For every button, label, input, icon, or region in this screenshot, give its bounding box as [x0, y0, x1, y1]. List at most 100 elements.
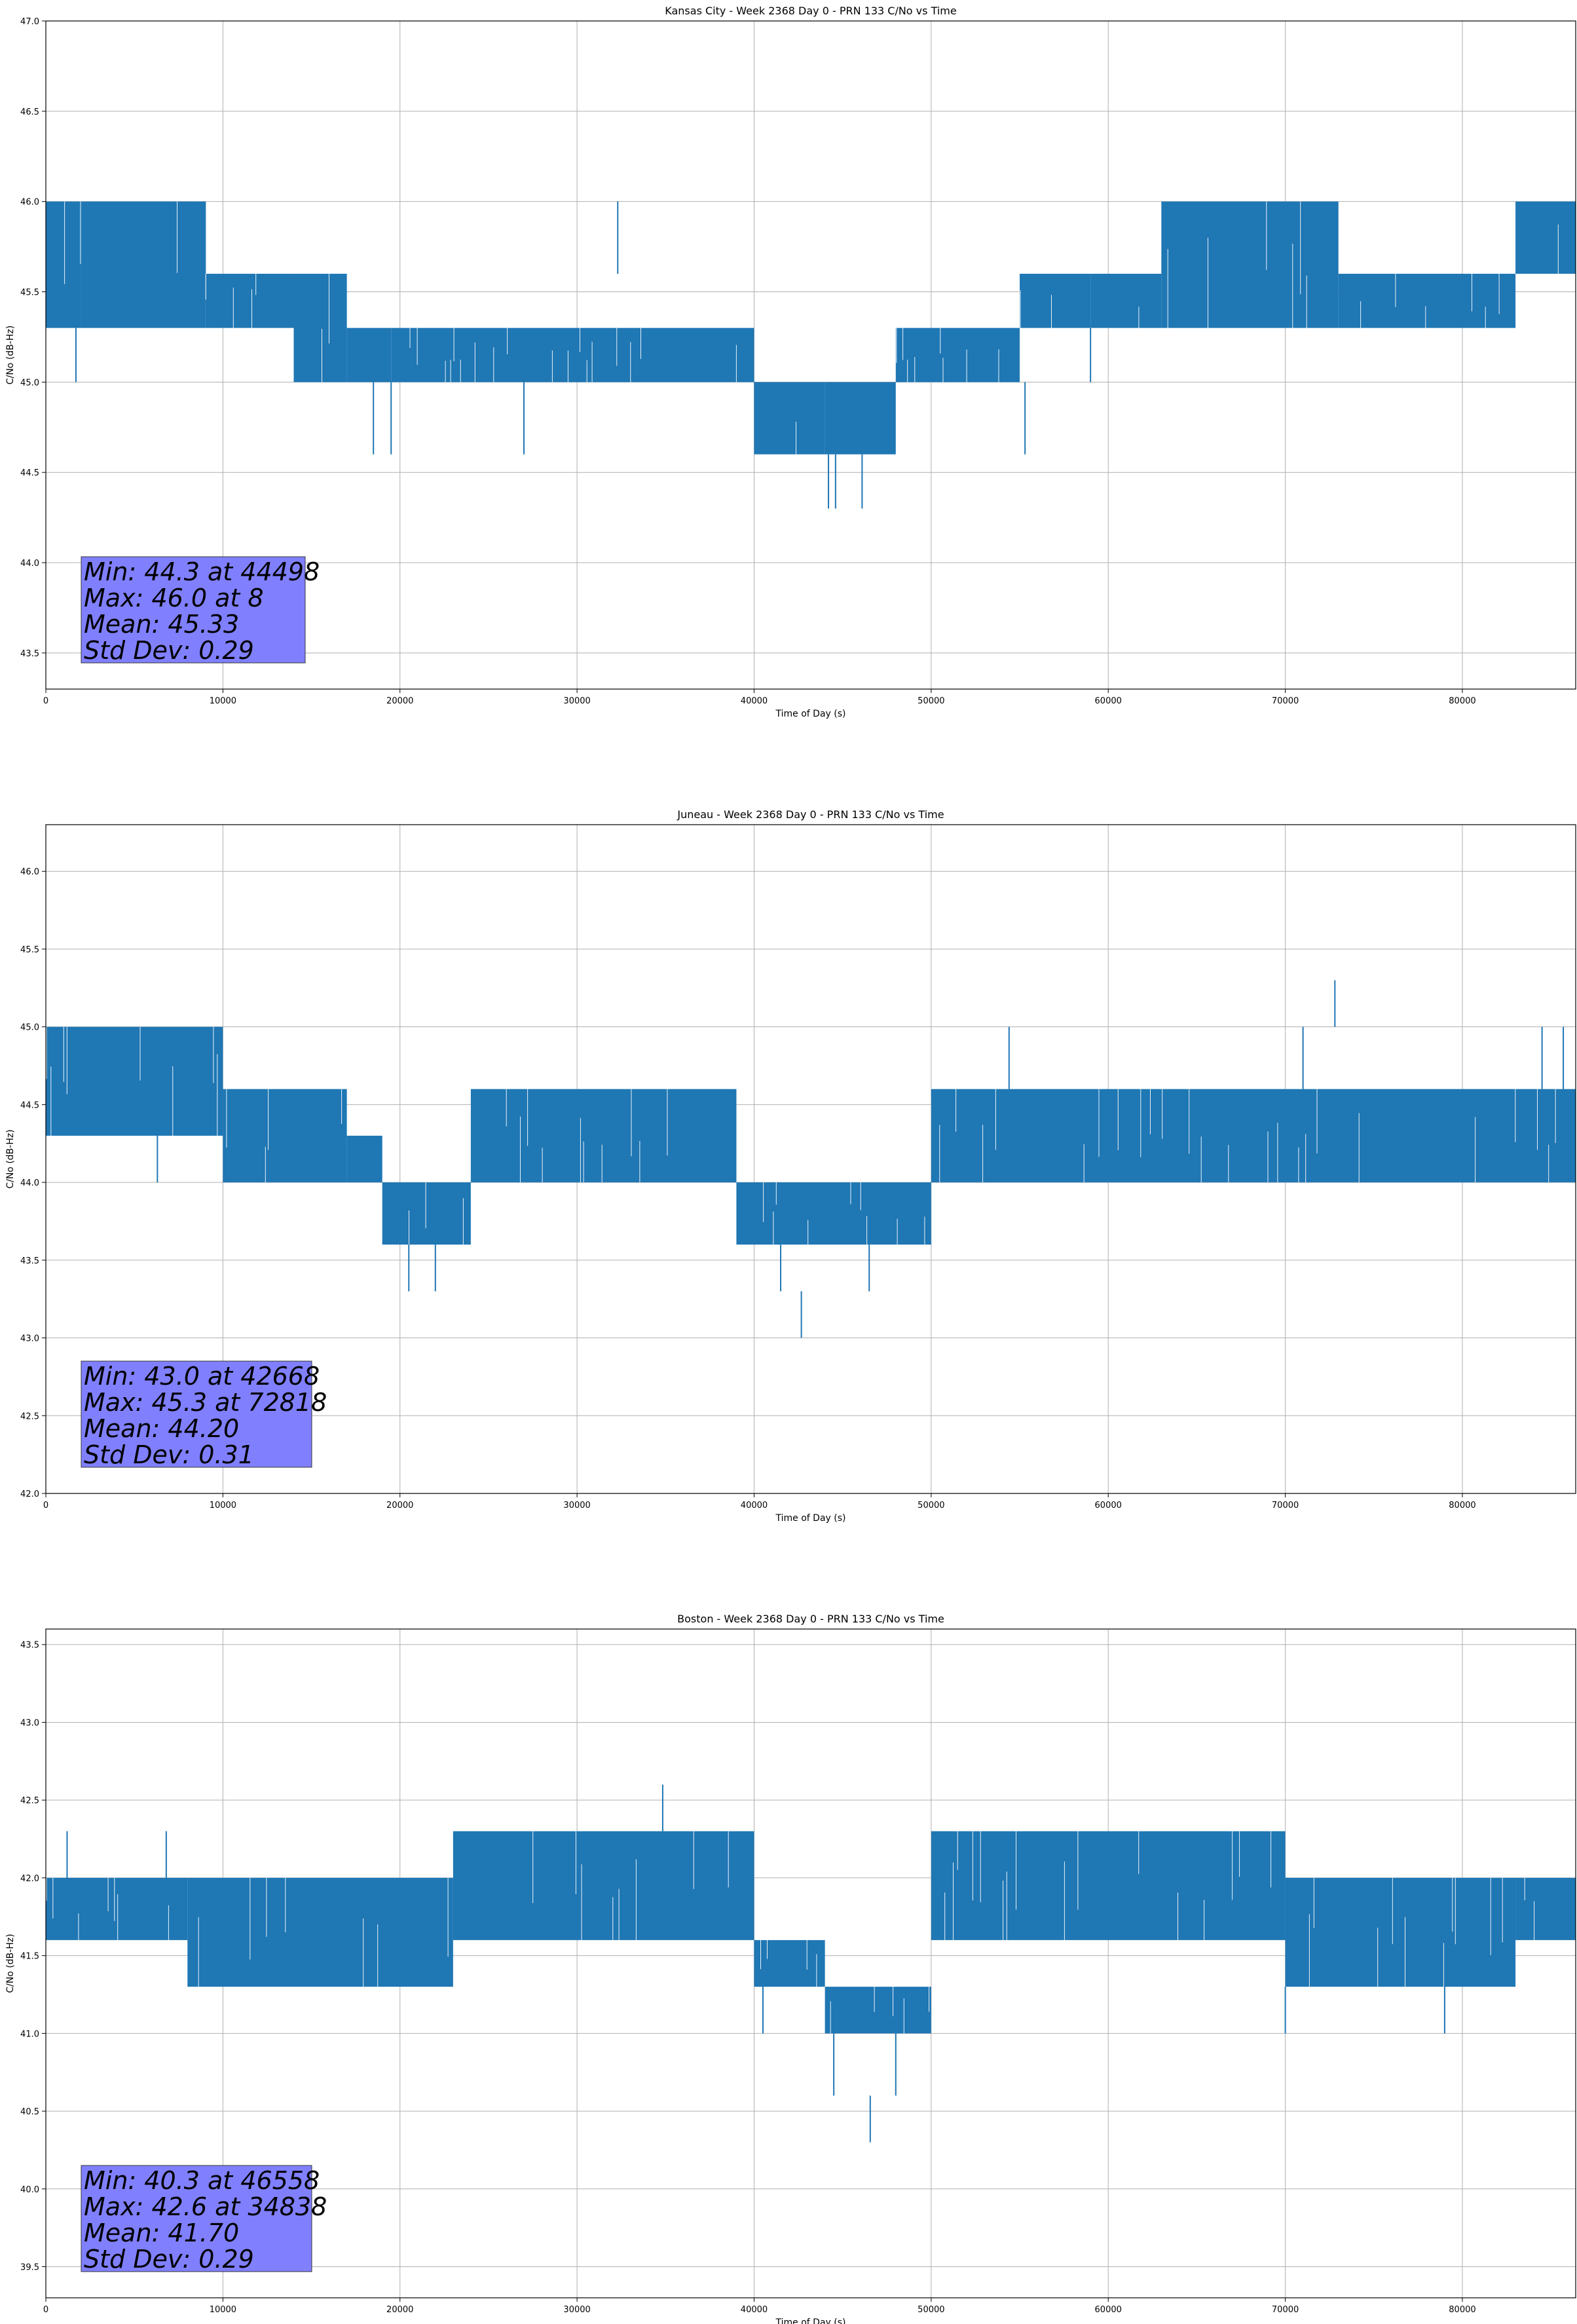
chart-0: Kansas City - Week 2368 Day 0 - PRN 133 …	[5, 5, 1576, 719]
x-tick-label: 0	[43, 2305, 48, 2315]
axes-frame	[45, 1628, 1576, 2298]
y-tick-label: 43.5	[20, 1256, 39, 1266]
series-texture	[532, 1831, 729, 1940]
y-tick-label: 40.5	[20, 2107, 39, 2117]
series-band	[346, 328, 392, 383]
series-texture	[1167, 201, 1307, 328]
x-tick-label: 80000	[1449, 2305, 1475, 2315]
x-tick-label: 50000	[918, 696, 944, 706]
x-tick-label: 20000	[386, 1501, 413, 1510]
series-texture	[46, 1026, 218, 1136]
y-axis-label: C/No (dB-Hz)	[5, 1934, 16, 1993]
series-texture	[205, 273, 257, 328]
series-texture	[322, 273, 329, 383]
y-tick-label: 44.5	[20, 1100, 39, 1110]
series-band	[187, 1877, 453, 1987]
series-texture	[46, 1877, 169, 1940]
stats-line: Max: 46.0 at 8	[84, 584, 264, 612]
series-band	[46, 1877, 188, 1940]
x-tick-label: 30000	[563, 2305, 590, 2315]
stats-line: Min: 44.3 at 44498	[84, 557, 320, 586]
y-tick-label: 46.0	[20, 198, 39, 208]
series-line	[46, 201, 1576, 509]
y-tick-label: 40.0	[20, 2185, 39, 2195]
y-tick-label: 43.0	[20, 1718, 39, 1728]
series-texture	[1308, 1877, 1503, 1987]
y-tick-label: 45.5	[20, 945, 39, 955]
series-band	[754, 382, 825, 455]
y-tick-label: 42.5	[20, 1796, 39, 1806]
series-texture	[1360, 273, 1500, 328]
series-texture	[226, 1089, 343, 1183]
series-band	[470, 1089, 737, 1183]
chart-1: Juneau - Week 2368 Day 0 - PRN 133 C/No …	[5, 808, 1576, 1524]
stats-line: Min: 40.3 at 46558	[84, 2166, 320, 2195]
series-texture	[1524, 1877, 1535, 1940]
stats-line: Max: 45.3 at 72818	[84, 1388, 327, 1417]
stats-line: Mean: 44.20	[84, 1414, 239, 1443]
y-tick-label: 44.0	[20, 1178, 39, 1188]
x-tick-label: 10000	[210, 696, 236, 706]
series-band	[1161, 201, 1339, 328]
series-band	[1020, 273, 1091, 328]
y-tick-label: 44.5	[20, 468, 39, 478]
x-tick-label: 80000	[1449, 696, 1475, 706]
series-band	[1515, 1877, 1576, 1940]
y-tick-label: 45.5	[20, 288, 39, 298]
x-tick-label: 40000	[741, 696, 768, 706]
series-texture	[939, 1089, 1556, 1183]
x-tick-label: 0	[43, 1501, 48, 1510]
x-axis-label: Time of Day (s)	[775, 1513, 846, 1524]
x-tick-label: 0	[43, 696, 48, 706]
x-tick-label: 10000	[210, 2305, 236, 2315]
y-tick-label: 45.0	[20, 378, 39, 388]
y-tick-label: 42.5	[20, 1412, 39, 1421]
series-band	[391, 328, 754, 383]
x-tick-label: 20000	[386, 2305, 413, 2315]
series-band	[1515, 201, 1576, 274]
series-band	[1338, 273, 1516, 328]
x-tick-label: 70000	[1272, 1501, 1299, 1510]
stats-box	[81, 1360, 312, 1468]
series-band	[754, 1940, 825, 1987]
series-texture	[64, 201, 81, 284]
series-line	[46, 980, 1576, 1338]
stats-line: Min: 43.0 at 42668	[84, 1362, 320, 1391]
y-tick-label: 43.0	[20, 1334, 39, 1344]
y-tick-label: 41.5	[20, 1952, 39, 1962]
series-band	[382, 1182, 471, 1245]
x-tick-label: 20000	[386, 696, 413, 706]
series-band	[46, 201, 82, 328]
y-tick-label: 44.0	[20, 559, 39, 569]
y-tick-label: 43.5	[20, 649, 39, 659]
series-texture	[506, 1089, 668, 1183]
x-tick-label: 30000	[563, 1501, 590, 1510]
y-tick-label: 45.0	[20, 1023, 39, 1033]
chart-title: Juneau - Week 2368 Day 0 - PRN 133 C/No …	[677, 808, 944, 821]
x-axis-label: Time of Day (s)	[775, 2317, 846, 2324]
y-tick-label: 41.0	[20, 2029, 39, 2039]
series-texture	[760, 1940, 817, 1987]
series-band	[453, 1831, 754, 1940]
series-texture	[1020, 290, 1052, 328]
y-tick-label: 46.0	[20, 867, 39, 877]
y-tick-label: 42.0	[20, 1874, 39, 1884]
x-tick-label: 80000	[1449, 1501, 1475, 1510]
chart-2: Boston - Week 2368 Day 0 - PRN 133 C/No …	[5, 1613, 1576, 2324]
x-tick-label: 40000	[741, 2305, 768, 2315]
axes-frame	[45, 824, 1576, 1494]
stats-box	[81, 2165, 312, 2272]
stats-line: Mean: 41.70	[84, 2219, 239, 2247]
series-texture	[830, 1987, 930, 2034]
x-axis-label: Time of Day (s)	[775, 709, 846, 719]
stats-line: Std Dev: 0.31	[84, 1440, 254, 1469]
series-band	[346, 1135, 382, 1183]
series-band	[895, 328, 1020, 383]
stats-line: Std Dev: 0.29	[84, 2245, 254, 2274]
series-texture	[944, 1831, 1272, 1940]
x-tick-label: 60000	[1095, 2305, 1122, 2315]
series-band	[1090, 273, 1162, 328]
x-tick-label: 70000	[1272, 696, 1299, 706]
y-tick-label: 42.0	[20, 1490, 39, 1499]
